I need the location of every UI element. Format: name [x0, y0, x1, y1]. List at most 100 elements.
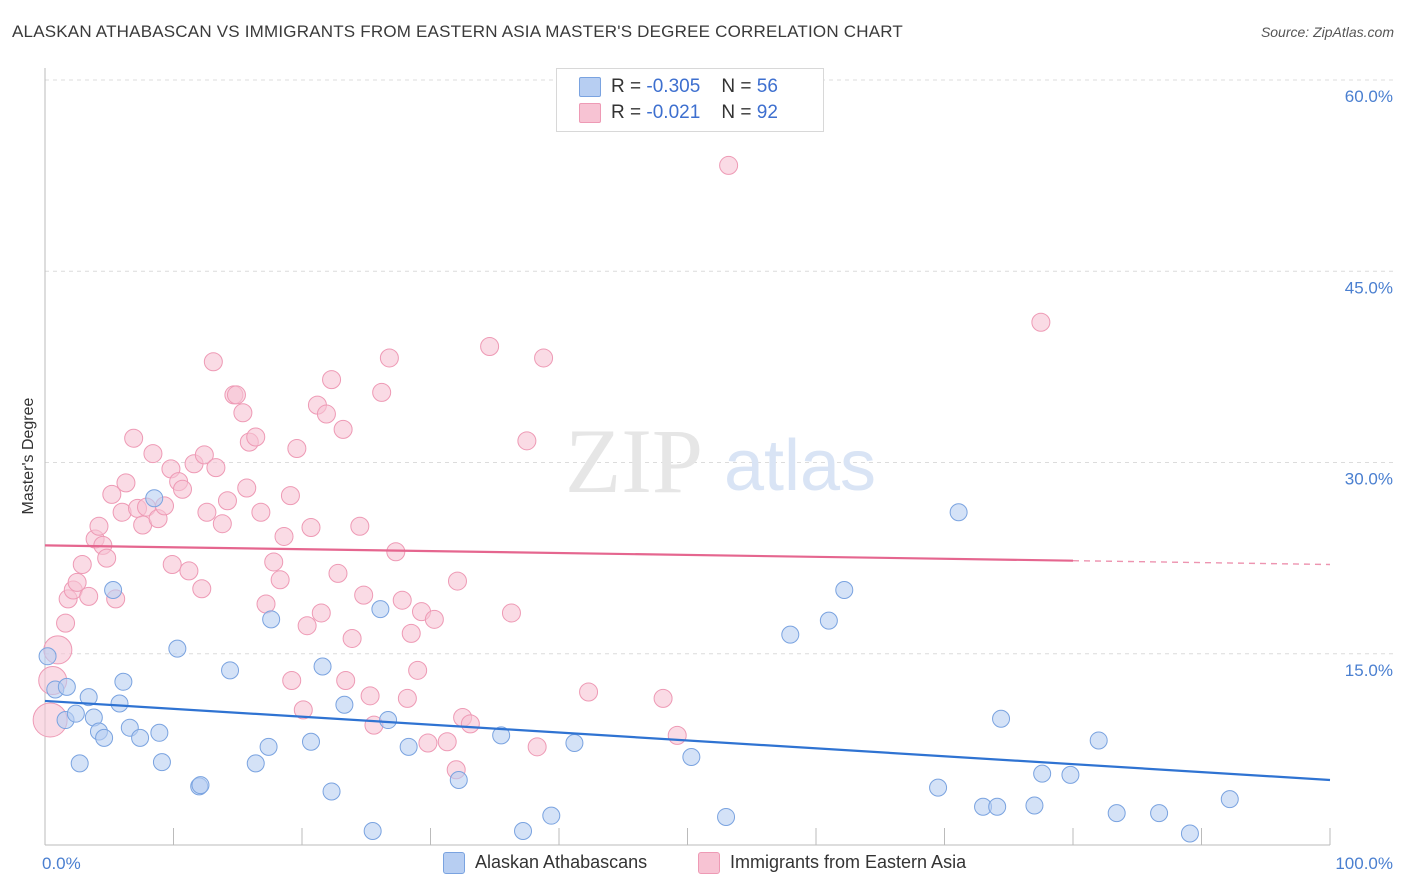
- pink-point: [246, 427, 266, 447]
- blue-point: [221, 661, 240, 680]
- legend-label: Immigrants from Eastern Asia: [730, 852, 967, 872]
- blue-point: [246, 754, 265, 773]
- blue-point: [79, 688, 98, 707]
- pink-point: [270, 570, 290, 590]
- pink-point: [322, 370, 342, 390]
- trend-line-blue: [44, 699, 1331, 782]
- blue-point: [1089, 731, 1108, 750]
- blue-point: [259, 737, 278, 756]
- blue-point: [1107, 804, 1126, 823]
- legend-label: Alaskan Athabascans: [475, 852, 648, 872]
- blue-point: [1180, 824, 1199, 843]
- r-value: -0.305: [646, 76, 701, 97]
- series-immigrants-eastern-asia: [32, 155, 1051, 780]
- pink-point: [89, 516, 109, 536]
- pink-point: [336, 671, 356, 691]
- blue-point: [168, 639, 187, 658]
- blue-point: [835, 581, 854, 599]
- pink-swatch: [698, 852, 720, 874]
- blue-point: [152, 753, 171, 772]
- blue-point: [363, 821, 382, 840]
- pink-point: [480, 336, 500, 356]
- pink-point: [293, 700, 313, 720]
- blue-point: [717, 807, 736, 826]
- pink-point: [251, 502, 271, 522]
- pink-point: [392, 590, 412, 610]
- tick-labels: 15.0% 30.0% 45.0% 60.0% 0.0% 100.0%: [42, 87, 1393, 873]
- pink-point: [354, 585, 374, 605]
- pink-point: [1031, 312, 1051, 332]
- pink-point: [408, 660, 428, 680]
- pink-point: [172, 479, 192, 499]
- r-label: R =: [611, 76, 642, 97]
- pink-point: [534, 348, 554, 368]
- trend-line-pink: [44, 544, 1074, 562]
- pink-point: [447, 571, 467, 591]
- blue-point: [514, 821, 533, 840]
- blue-point: [145, 489, 164, 508]
- pink-point: [162, 555, 182, 574]
- pink-point: [116, 473, 136, 493]
- n-value: 56: [756, 76, 778, 97]
- pink-point: [212, 514, 232, 534]
- pink-point: [397, 688, 417, 708]
- chart-title: ALASKAN ATHABASCAN VS IMMIGRANTS FROM EA…: [12, 22, 903, 41]
- pink-point: [328, 563, 348, 583]
- pink-point: [333, 419, 353, 439]
- pink-point: [264, 552, 284, 572]
- pink-point: [301, 518, 321, 538]
- pink-point: [124, 428, 144, 448]
- r-value: -0.021: [646, 102, 701, 123]
- blue-point: [988, 797, 1007, 816]
- x-tick-label: 100.0%: [1335, 854, 1393, 873]
- watermark-zip: ZIP: [565, 410, 703, 512]
- pink-point: [719, 155, 739, 175]
- pink-point: [437, 732, 457, 752]
- pink-point: [379, 348, 399, 368]
- y-tick-label: 30.0%: [1345, 470, 1393, 489]
- pink-point: [274, 526, 294, 546]
- pink-point: [501, 603, 521, 623]
- pink-point: [653, 688, 673, 708]
- pink-point: [197, 502, 217, 522]
- pink-point: [401, 623, 421, 643]
- blue-point: [929, 778, 948, 797]
- pink-point: [56, 613, 76, 633]
- pink-point: [280, 486, 300, 506]
- pink-point: [372, 382, 392, 402]
- pink-point: [418, 733, 438, 753]
- blue-point: [682, 748, 701, 767]
- x-tick-label: 0.0%: [42, 854, 81, 873]
- pink-point: [67, 572, 87, 592]
- blue-point: [992, 709, 1011, 728]
- blue-point: [110, 694, 129, 713]
- blue-point: [191, 776, 210, 795]
- blue-point: [1025, 796, 1044, 815]
- pink-point: [460, 714, 480, 734]
- pink-point: [360, 686, 380, 706]
- blue-point: [150, 723, 169, 742]
- blue-point: [313, 657, 332, 676]
- pink-point: [206, 458, 226, 478]
- stats-legend: R = -0.305 N = 56 R = -0.021 N = 92: [556, 68, 824, 132]
- blue-point: [379, 711, 398, 730]
- pink-point: [217, 491, 237, 511]
- blue-point: [819, 611, 838, 630]
- pink-point: [316, 404, 336, 424]
- blue-point: [66, 704, 85, 723]
- blue-point: [1150, 804, 1169, 823]
- pink-point: [192, 579, 212, 599]
- n-label: N =: [721, 76, 752, 97]
- pink-point: [102, 484, 122, 504]
- watermark-atlas: atlas: [724, 426, 876, 506]
- pink-swatch: [579, 103, 601, 123]
- pink-point: [342, 628, 362, 648]
- blue-point: [492, 726, 511, 745]
- pink-point: [297, 616, 317, 636]
- pink-point: [256, 594, 276, 614]
- y-axis-label: Master's Degree: [20, 397, 37, 514]
- pink-point: [143, 444, 163, 464]
- axes: [44, 68, 1331, 846]
- trend-lines: [44, 544, 1331, 782]
